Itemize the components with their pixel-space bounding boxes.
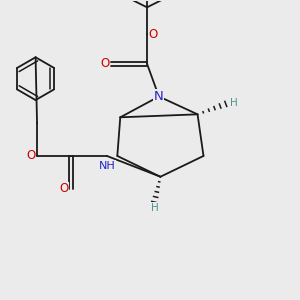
Text: O: O	[148, 28, 158, 40]
Text: NH: NH	[98, 161, 115, 171]
Text: O: O	[100, 57, 110, 70]
Text: N: N	[154, 90, 164, 103]
Text: O: O	[26, 149, 36, 162]
Text: H: H	[230, 98, 238, 108]
Text: H: H	[151, 203, 158, 213]
Text: O: O	[59, 182, 68, 195]
